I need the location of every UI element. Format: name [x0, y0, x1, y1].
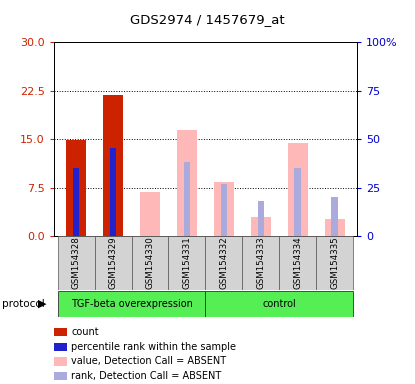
Bar: [279, 236, 316, 290]
Bar: [214, 182, 234, 236]
Bar: [168, 236, 205, 290]
Bar: [251, 217, 271, 236]
Bar: [221, 184, 227, 236]
Bar: [58, 291, 205, 317]
Bar: [205, 236, 242, 290]
Bar: [95, 236, 132, 290]
Bar: [110, 147, 116, 236]
Bar: [242, 236, 279, 290]
Bar: [205, 291, 353, 317]
Text: GSM154328: GSM154328: [72, 237, 81, 290]
Text: protocol: protocol: [2, 299, 45, 309]
Text: rank, Detection Call = ABSENT: rank, Detection Call = ABSENT: [71, 371, 222, 381]
Text: value, Detection Call = ABSENT: value, Detection Call = ABSENT: [71, 356, 227, 366]
Bar: [66, 141, 86, 236]
Text: GSM154333: GSM154333: [256, 237, 265, 290]
Text: count: count: [71, 327, 99, 337]
Bar: [58, 236, 95, 290]
Bar: [332, 197, 338, 236]
Bar: [316, 236, 353, 290]
Text: GSM154331: GSM154331: [183, 237, 191, 290]
Text: GSM154329: GSM154329: [109, 237, 117, 290]
Bar: [103, 95, 123, 236]
Bar: [183, 162, 190, 236]
Bar: [258, 201, 264, 236]
Text: percentile rank within the sample: percentile rank within the sample: [71, 342, 237, 352]
Text: GSM154332: GSM154332: [220, 237, 228, 290]
Text: GSM154330: GSM154330: [146, 237, 154, 290]
Bar: [288, 143, 308, 236]
Text: GDS2974 / 1457679_at: GDS2974 / 1457679_at: [130, 13, 285, 26]
Text: GSM154335: GSM154335: [330, 237, 339, 290]
Bar: [177, 129, 197, 236]
Text: GSM154334: GSM154334: [293, 237, 302, 290]
Bar: [73, 168, 79, 236]
Bar: [295, 168, 301, 236]
Bar: [132, 236, 168, 290]
Text: ▶: ▶: [38, 299, 46, 309]
Text: control: control: [262, 299, 296, 309]
Bar: [140, 192, 160, 236]
Bar: [325, 219, 345, 236]
Text: TGF-beta overexpression: TGF-beta overexpression: [71, 299, 193, 309]
